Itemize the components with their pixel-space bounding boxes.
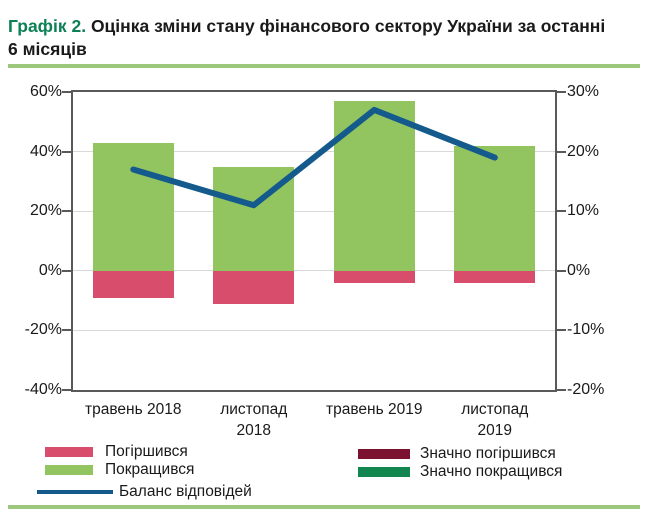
y-left-label-0: 0% xyxy=(38,261,62,279)
y-left-label--40: -40% xyxy=(24,381,62,398)
y-left-label--20: -20% xyxy=(24,321,62,339)
y-left-tick--40 xyxy=(62,389,71,391)
legend-right-column: Значно погіршився Значно покращився xyxy=(358,445,562,481)
y-left-tick-20 xyxy=(62,210,71,213)
legend-label: Покращився xyxy=(105,461,195,478)
gridline-0 xyxy=(73,270,555,272)
y-right-tick--10 xyxy=(557,329,566,332)
legend-item-improved: Покращився xyxy=(37,461,252,479)
chart-number-label: Графік 2. xyxy=(8,16,87,36)
y-right-tick-30 xyxy=(557,91,566,93)
y-right-tick-20 xyxy=(557,150,566,153)
y-right-label-20: 20% xyxy=(567,142,600,160)
y-left-tick--20 xyxy=(62,329,71,332)
y-right-label-10: 10% xyxy=(567,202,600,220)
bar-Покращився-листопад 2019 xyxy=(454,145,536,271)
legend-item-much-improved: Значно покращився xyxy=(358,463,562,481)
worsened-swatch-icon xyxy=(45,447,93,457)
bottom-separator xyxy=(8,505,640,509)
y-right-label--20: -20% xyxy=(567,381,605,398)
y-right-label-30: 30% xyxy=(567,83,600,100)
gridline--20 xyxy=(73,329,555,331)
legend-label: Баланс відповідей xyxy=(119,483,252,500)
y-left-label-60: 60% xyxy=(29,83,62,100)
y-right-tick--20 xyxy=(557,389,566,391)
y-left-tick-60 xyxy=(62,91,71,93)
x-axis-label-листопад 2019: листопад 2019 xyxy=(461,401,529,439)
y-right-label-0: 0% xyxy=(567,261,591,279)
y-left-tick-40 xyxy=(62,150,71,153)
bar-Погіршився-листопад 2019 xyxy=(454,270,536,283)
y-right-label--10: -10% xyxy=(567,321,605,339)
x-axis-label-травень 2019: травень 2019 xyxy=(326,401,423,418)
y-left-label-40: 40% xyxy=(29,142,62,160)
x-axis-label-листопад 2018: листопад 2018 xyxy=(220,401,288,439)
legend-label: Значно погіршився xyxy=(420,445,556,462)
legend-item-balance: Баланс відповідей xyxy=(37,482,252,502)
bar-Покращився-листопад 2018 xyxy=(213,166,295,271)
y-right-tick-0 xyxy=(557,269,566,272)
y-right-tick-10 xyxy=(557,210,566,213)
bar-Покращився-травень 2019 xyxy=(333,100,415,271)
chart-title-text: Оцінка зміни стану фінансового сектору У… xyxy=(8,16,606,59)
bar-Погіршився-травень 2018 xyxy=(92,270,174,298)
improved-swatch-icon xyxy=(45,465,93,475)
bar-Покращився-травень 2018 xyxy=(92,142,174,271)
title-separator xyxy=(8,64,640,68)
gridline-20 xyxy=(73,210,555,212)
chart-plot-area xyxy=(71,90,557,392)
x-axis-label-травень 2018: травень 2018 xyxy=(85,401,182,418)
much-improved-swatch-icon xyxy=(358,467,410,477)
bar-Погіршився-травень 2019 xyxy=(333,270,415,283)
legend-left-column: Погіршився Покращився Баланс відповідей xyxy=(37,443,252,502)
page-title: Графік 2. Оцінка зміни стану фінансового… xyxy=(8,15,618,61)
much-worsened-swatch-icon xyxy=(358,449,410,459)
legend-item-worsened: Погіршився xyxy=(37,443,252,461)
legend-label: Погіршився xyxy=(105,443,188,460)
bar-Погіршився-листопад 2018 xyxy=(213,270,295,304)
legend-item-much-worsened: Значно погіршився xyxy=(358,445,562,463)
balance-line-swatch-icon xyxy=(37,490,113,494)
y-left-label-20: 20% xyxy=(29,202,62,220)
y-left-tick-0 xyxy=(62,269,71,272)
legend-label: Значно покращився xyxy=(420,463,563,480)
